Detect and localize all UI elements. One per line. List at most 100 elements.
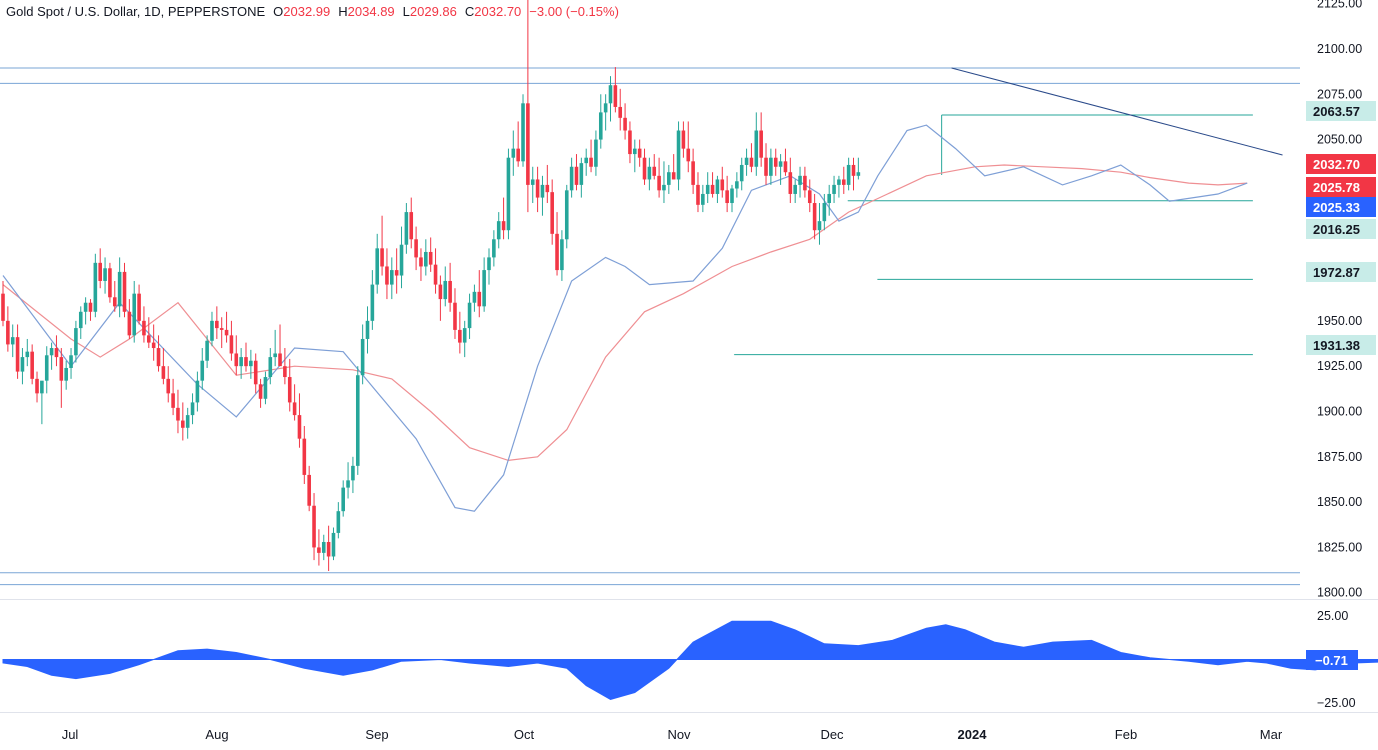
candle-body <box>229 335 234 354</box>
price-label-text: 2016.25 <box>1313 222 1360 237</box>
candle-body <box>788 172 793 194</box>
candle-body <box>390 270 394 285</box>
candle-body <box>807 190 812 204</box>
time-tick-label: Feb <box>1115 727 1137 742</box>
candle-body <box>637 148 642 158</box>
candle-body <box>827 193 831 204</box>
candle-body <box>667 172 671 185</box>
candle-body <box>234 353 239 367</box>
trendline <box>951 67 1283 156</box>
candle-body <box>817 221 822 231</box>
open-value: 2032.99 <box>283 4 331 19</box>
candle-body <box>268 357 273 378</box>
time-tick-label: Aug <box>205 727 228 742</box>
candle-body <box>40 380 44 394</box>
candle-body <box>360 338 365 376</box>
candle-body <box>579 163 584 185</box>
candle-body <box>181 420 185 428</box>
candle-body <box>253 360 258 385</box>
price-label-text: 2063.57 <box>1313 104 1360 119</box>
candle-body <box>453 302 457 330</box>
price-label-box <box>1306 197 1376 217</box>
candle-body <box>472 291 477 303</box>
candle-body <box>584 157 588 164</box>
price-tick-label: 2125.00 <box>1317 0 1362 11</box>
candle-body <box>200 360 205 381</box>
candle-body <box>496 221 501 240</box>
candle-body <box>589 157 593 167</box>
price-tick-label: 1925.00 <box>1317 359 1362 373</box>
candle-body <box>283 366 287 378</box>
candle-body <box>171 393 175 408</box>
time-tick-label: Oct <box>514 727 535 742</box>
price-label-level: 2016.25 <box>1306 219 1376 239</box>
candle-body <box>487 257 491 271</box>
candle-body <box>176 407 180 421</box>
candle-body <box>292 402 297 416</box>
candle-body <box>336 511 341 533</box>
ohlc-header: Gold Spot / U.S. Dollar, 1D, PEPPERSTONE… <box>6 4 619 19</box>
oscillator-label-box <box>1306 650 1358 670</box>
candle-body <box>307 474 311 506</box>
candle-body <box>375 248 380 285</box>
candle-body <box>59 357 64 381</box>
candle-body <box>482 270 486 307</box>
candle-body <box>467 302 472 329</box>
candle-body <box>156 348 161 367</box>
time-tick-label: Nov <box>667 727 691 742</box>
candle-body <box>608 85 613 104</box>
close-value: 2032.70 <box>474 4 522 19</box>
high-value: 2034.89 <box>347 4 395 19</box>
candle-body <box>652 166 657 176</box>
candle-body <box>846 164 851 185</box>
candle-body <box>744 157 749 165</box>
candle-body <box>521 103 525 162</box>
candle-body <box>239 357 243 367</box>
price-label-ma-slow: 2025.78 <box>1306 177 1376 197</box>
price-label-box <box>1306 101 1376 121</box>
candle-body <box>506 157 511 231</box>
candle-body <box>331 532 336 557</box>
ma-slow-line <box>2 164 1248 462</box>
candle-body <box>564 190 569 240</box>
candle-body <box>710 184 715 194</box>
candle-body <box>117 271 122 307</box>
candle-body <box>598 112 603 140</box>
candle-body <box>287 377 292 403</box>
oscillator-tick-label: 25.00 <box>1317 609 1348 623</box>
candle-body <box>569 166 574 191</box>
price-tick-label: 2050.00 <box>1317 133 1362 147</box>
candle-body <box>399 244 404 276</box>
price-label-text: 2032.70 <box>1313 157 1360 172</box>
candle-body <box>98 262 102 281</box>
candle-body <box>370 284 375 321</box>
candle-body <box>44 355 49 381</box>
candle-body <box>142 320 146 336</box>
candle-body <box>215 320 219 329</box>
candle-body <box>540 184 545 198</box>
candle-body <box>492 239 496 258</box>
candle-body <box>414 239 418 258</box>
candle-body <box>404 212 409 245</box>
price-tick-label: 2075.00 <box>1317 87 1362 101</box>
candle-body <box>822 203 827 222</box>
candle-body <box>312 505 316 548</box>
candle-body <box>83 302 88 312</box>
candle-body <box>550 192 554 234</box>
candle-body <box>535 179 540 198</box>
candle-body <box>321 541 326 553</box>
candle-body <box>419 257 423 267</box>
price-label-text: 1931.38 <box>1313 338 1360 353</box>
candle-body <box>803 175 807 191</box>
candle-body <box>856 172 861 176</box>
candle-body <box>574 166 579 185</box>
candle-body <box>341 487 345 512</box>
price-tick-label: 2100.00 <box>1317 42 1362 56</box>
candle-body <box>69 355 73 368</box>
price-label-box <box>1306 262 1376 282</box>
price-tick-label: 1875.00 <box>1317 450 1362 464</box>
candle-body <box>773 157 778 167</box>
candle-body <box>278 353 282 367</box>
